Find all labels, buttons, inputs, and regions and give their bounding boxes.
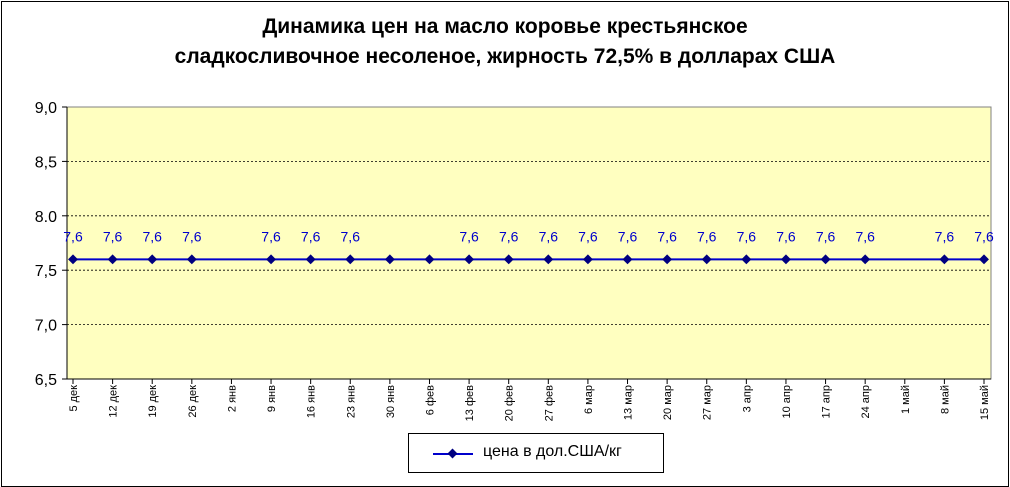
- data-label: 7,6: [974, 228, 994, 244]
- data-label: 7,6: [459, 228, 479, 244]
- data-point: [622, 254, 633, 265]
- data-point: [781, 254, 791, 265]
- y-tick-label: 9,0: [35, 100, 57, 117]
- data-point: [186, 254, 197, 265]
- y-tick-label: 7,0: [35, 318, 57, 335]
- data-point: [741, 254, 752, 265]
- x-tick-label: 13 мар: [623, 385, 635, 420]
- data-label: 7,6: [618, 228, 638, 244]
- y-tick-label: 8,5: [35, 154, 57, 171]
- plot-area: [66, 106, 992, 380]
- y-tick-label: 8.0: [35, 209, 57, 226]
- data-label: 7,6: [816, 228, 836, 244]
- x-tick-label: 26 дек: [187, 385, 199, 418]
- y-tick-label: 7,5: [35, 263, 57, 280]
- data-label: 7,6: [578, 228, 598, 244]
- x-tick-label: 10 апр: [781, 385, 793, 418]
- x-tick-label: 2 янв: [226, 385, 238, 412]
- data-point: [147, 254, 158, 265]
- data-label: 7,6: [142, 228, 162, 244]
- x-tick-label: 3 апр: [741, 385, 753, 412]
- legend: цена в дол.США/кг: [408, 433, 664, 473]
- x-tick-label: 5 дек: [68, 385, 80, 412]
- x-tick-label: 8 май: [939, 385, 951, 414]
- legend-label: цена в дол.США/кг: [483, 443, 622, 460]
- x-tick-label: 6 фев: [424, 385, 436, 415]
- chart-title-line1: Динамика цен на масло коровье крестьянск…: [262, 15, 748, 38]
- data-point: [860, 254, 871, 265]
- data-label: 7,6: [182, 228, 202, 244]
- legend-diamond-marker: [447, 448, 458, 459]
- x-tick-label: 1 май: [900, 385, 912, 414]
- x-tick-label: 20 мар: [662, 385, 674, 420]
- x-tick-label: 16 янв: [306, 385, 318, 418]
- x-tick-label: 27 фев: [543, 385, 555, 421]
- data-label: 7,6: [499, 228, 519, 244]
- data-label: 7,6: [697, 228, 717, 244]
- data-label: 7,6: [737, 228, 757, 244]
- x-tick-label: 30 янв: [385, 385, 397, 418]
- data-label: 7,6: [261, 228, 281, 244]
- data-point: [582, 254, 593, 265]
- data-label: 7,6: [341, 228, 361, 244]
- data-label: 7,6: [776, 228, 796, 244]
- data-label: 7,6: [103, 228, 123, 244]
- x-tick-label: 12 дек: [108, 385, 120, 418]
- x-tick-label: 9 янв: [266, 385, 278, 412]
- x-tick-label: 17 апр: [821, 385, 833, 418]
- data-point: [701, 254, 712, 265]
- x-tick-label: 6 мар: [583, 385, 595, 414]
- data-label: 7,6: [935, 228, 955, 244]
- data-label: 7,6: [657, 228, 677, 244]
- x-tick-label: 15 май: [979, 385, 991, 420]
- data-point: [662, 254, 673, 265]
- x-tick-label: 24 апр: [860, 385, 872, 418]
- x-tick-label: 19 дек: [147, 385, 159, 418]
- x-tick-label: 20 фев: [504, 385, 516, 421]
- data-label: 7,6: [63, 228, 83, 244]
- data-point: [939, 254, 950, 265]
- data-point: [820, 254, 831, 265]
- chart-title-line2: сладкосливочное несоленое, жирность 72,5…: [174, 45, 836, 68]
- data-label: 7,6: [301, 228, 321, 244]
- x-tick-label: 23 янв: [345, 385, 357, 418]
- x-tick-label: 13 фев: [464, 385, 476, 421]
- data-point: [979, 254, 989, 265]
- data-point: [543, 254, 554, 265]
- x-tick-label: 27 мар: [702, 385, 714, 420]
- data-label: 7,6: [855, 228, 875, 244]
- y-tick-label: 6,5: [35, 372, 57, 389]
- chart-title: Динамика цен на масло коровье крестьянск…: [0, 12, 1010, 72]
- data-label: 7,6: [539, 228, 559, 244]
